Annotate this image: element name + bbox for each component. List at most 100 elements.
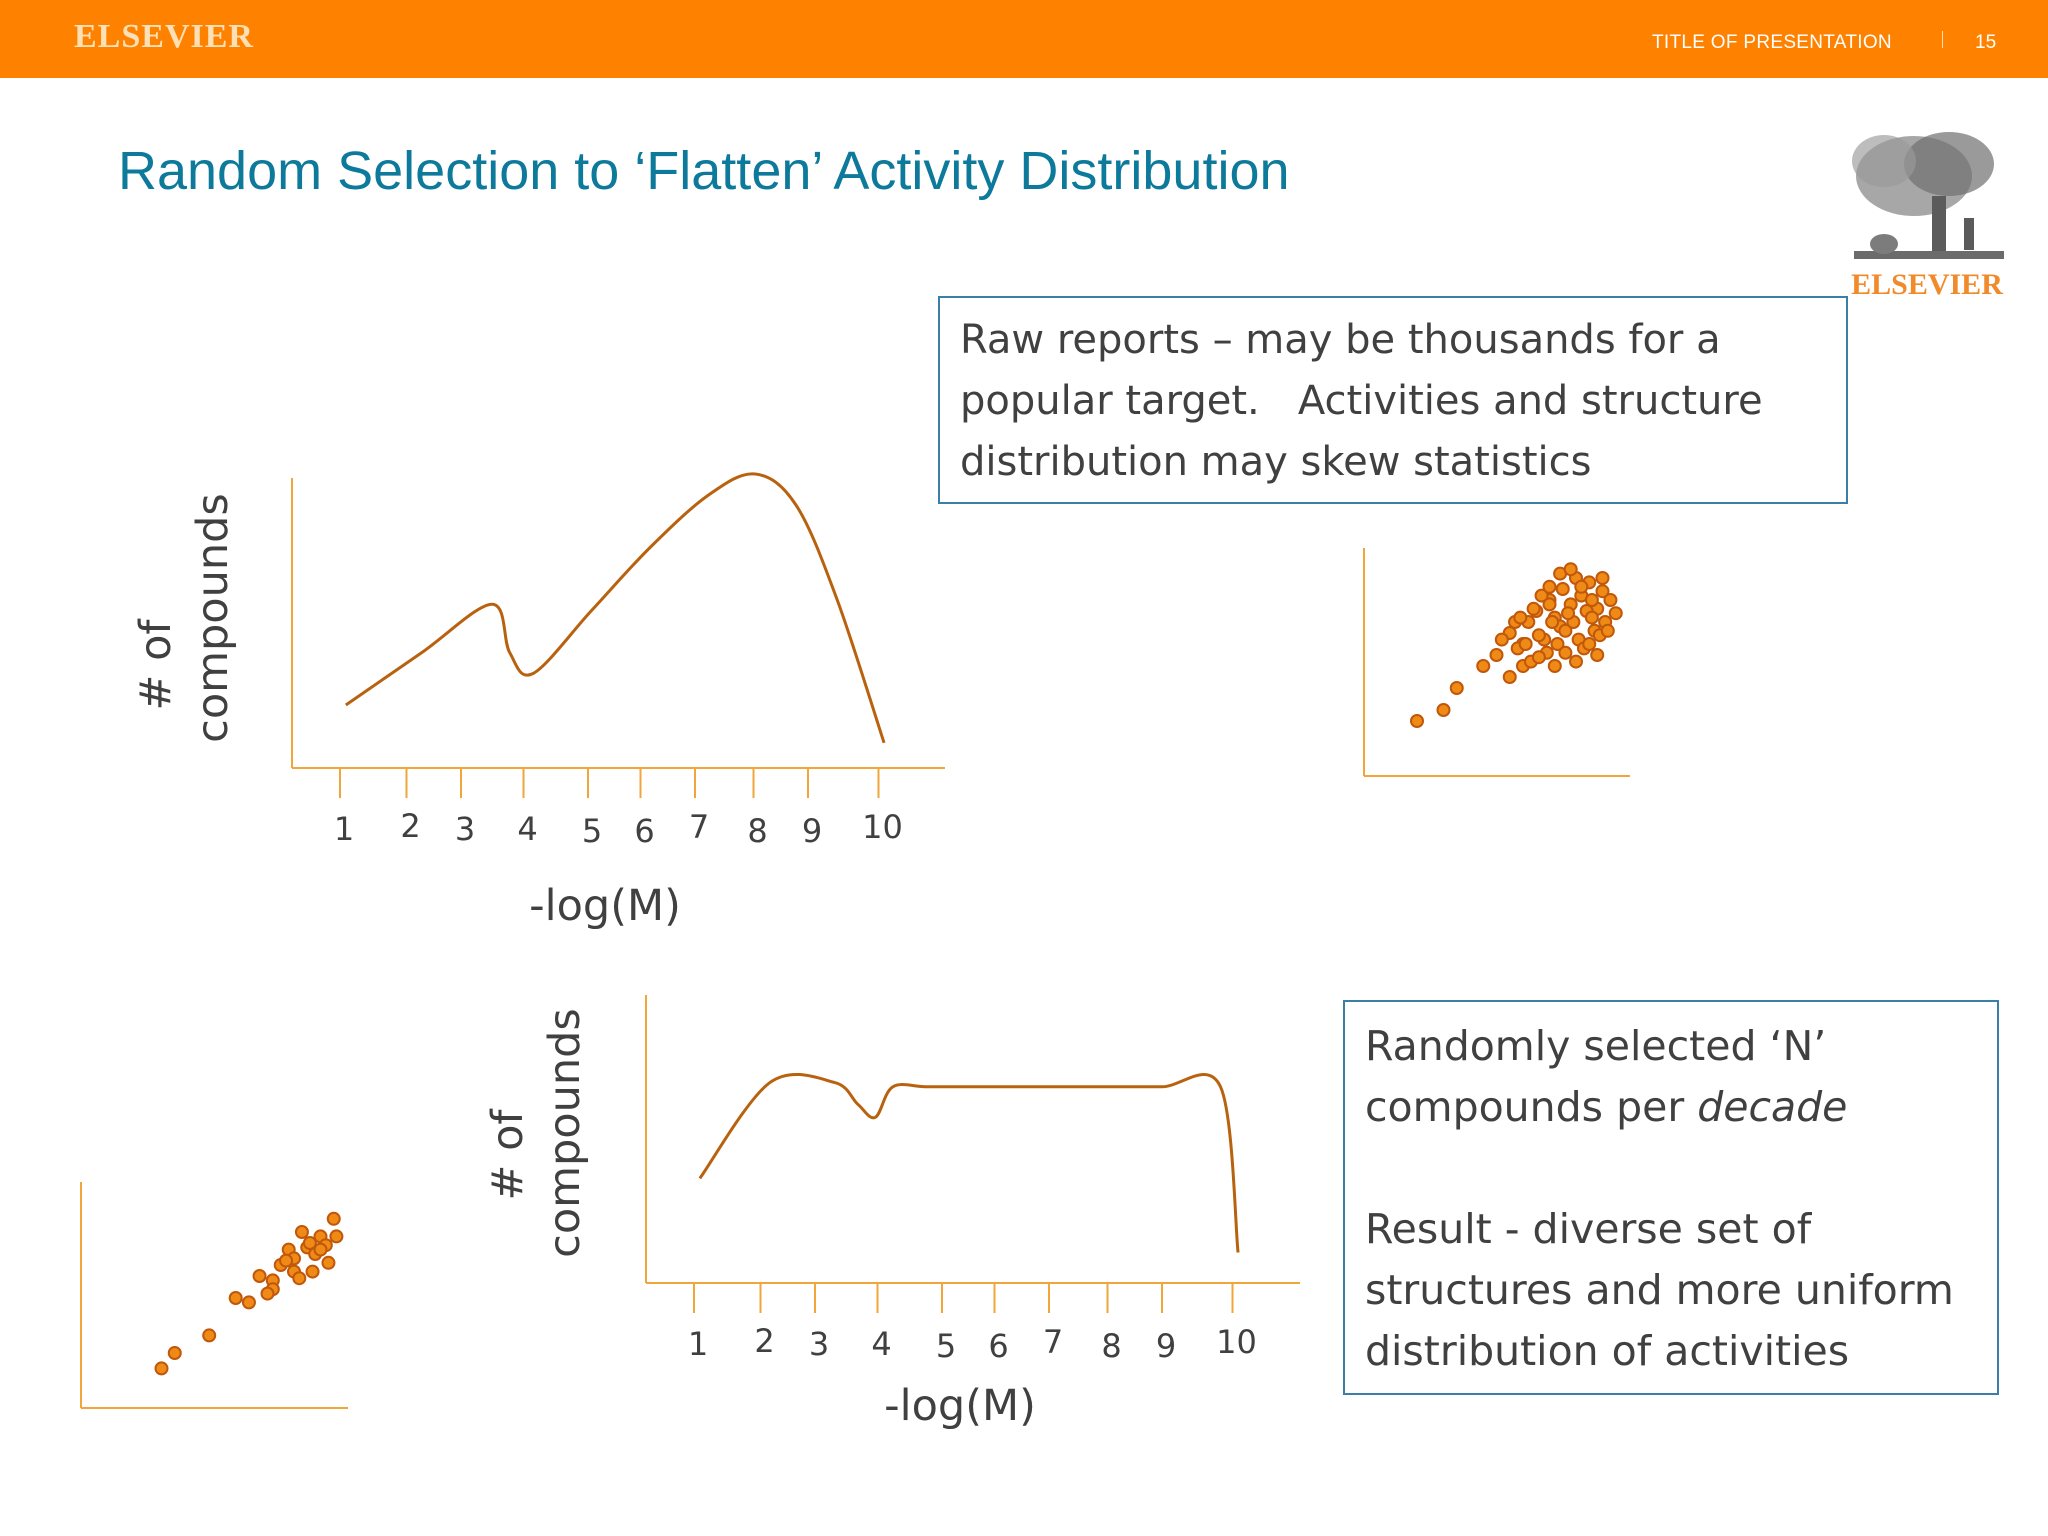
header-divider: [1942, 31, 1943, 48]
dense-scatter-plot: [1363, 548, 1630, 777]
callout-text: compounds per: [1365, 1083, 1698, 1131]
x-tick-label: 6: [988, 1327, 1008, 1365]
scatter-point: [252, 1269, 267, 1283]
scatter-point: [1531, 628, 1546, 643]
slide-title: Random Selection to ‘Flatten’ Activity D…: [118, 141, 1290, 201]
callout-line: Raw reports – may be thousands for a: [960, 317, 1721, 363]
flattened-distribution-chart: 1 2 3 4 5 6 7 8 9 10 # of compounds -log(M): [483, 995, 1300, 1431]
callout-line: popular target. Activities and structure: [960, 378, 1763, 424]
callout-line: Result - diverse set of: [1365, 1205, 1812, 1253]
x-tick-label: 7: [689, 808, 709, 846]
scatter-point: [1595, 584, 1610, 599]
scatter-point: [1476, 659, 1491, 673]
scatter-point: [1563, 562, 1578, 577]
y-axis-label-line2: compounds: [540, 1008, 590, 1258]
scatter-point: [279, 1253, 294, 1268]
elsevier-tree-logo: ELSEVIER: [1844, 126, 2010, 310]
scatter-point: [1518, 637, 1533, 651]
page-number: 15: [1975, 32, 1997, 53]
scatter-point: [321, 1255, 336, 1270]
scatter-point: [1558, 623, 1573, 638]
scatter-point: [1502, 670, 1517, 684]
presentation-title: TITLE OF PRESENTATION: [1652, 32, 1892, 53]
scatter-point: [1410, 714, 1424, 728]
scatter-point: [1555, 582, 1570, 596]
sparse-scatter-plot: [80, 1182, 348, 1409]
logo-wordmark: ELSEVIER: [1851, 268, 2003, 301]
x-tick-label: 3: [809, 1325, 829, 1363]
x-tick-label: 5: [582, 812, 602, 850]
scatter-point: [1436, 703, 1451, 717]
x-tick-label: 6: [634, 812, 654, 850]
series-line: [698, 1073, 1240, 1253]
callout-line: Randomly selected ‘N’: [1365, 1022, 1827, 1070]
scatter-point: [1561, 606, 1576, 621]
y-axis-label-line2: compounds: [188, 493, 238, 743]
x-tick-label: 1: [688, 1325, 708, 1363]
scatter-point: [1526, 601, 1541, 616]
x-tick-label: 5: [936, 1327, 956, 1365]
scatter-point: [302, 1236, 317, 1250]
y-axis-label-line1: # of: [483, 1109, 533, 1201]
x-tick-label: 2: [754, 1322, 774, 1360]
scatter-point: [154, 1361, 169, 1376]
x-tick-label: 7: [1043, 1323, 1063, 1361]
scatter-point: [1584, 593, 1599, 607]
random-selection-callout: Randomly selected ‘N’ compounds per deca…: [1343, 1000, 1999, 1395]
scatter-point: [1603, 593, 1618, 607]
x-tick-label: 4: [517, 810, 537, 848]
scatter-point: [241, 1295, 256, 1310]
scatter-point: [228, 1291, 243, 1305]
x-tick-label: 3: [455, 810, 475, 848]
x-axis-label: -log(M): [884, 1381, 1036, 1431]
scatter-point: [1595, 571, 1610, 585]
scatter-point: [202, 1328, 217, 1343]
series-line: [344, 472, 886, 744]
x-tick-label: 9: [802, 812, 822, 850]
x-tick-label: 9: [1156, 1327, 1176, 1365]
raw-reports-callout: Raw reports – may be thousands for a pop…: [938, 296, 1848, 504]
header-bar: ELSEVIER TITLE OF PRESENTATION 15: [0, 0, 2048, 78]
scatter-point: [1513, 610, 1528, 625]
scatter-point: [1582, 637, 1597, 651]
scatter-point: [1550, 637, 1565, 651]
x-tick-label: 4: [871, 1325, 891, 1363]
scatter-point: [1608, 606, 1623, 621]
callout-emphasis: decade: [1697, 1083, 1848, 1131]
scatter-point: [1531, 650, 1546, 665]
scatter-point: [1574, 579, 1589, 594]
scatter-point: [1542, 579, 1557, 594]
scatter-point: [292, 1271, 307, 1286]
callout-line: structures and more uniform: [1365, 1266, 1954, 1314]
scatter-point: [1494, 632, 1509, 647]
x-tick-label: 1: [334, 810, 354, 848]
scatter-point: [1558, 645, 1573, 660]
callout-line: distribution of activities: [1365, 1327, 1850, 1375]
scatter-point: [1542, 597, 1557, 612]
scatter-point: [326, 1211, 341, 1226]
scatter-point: [305, 1264, 320, 1279]
scatter-point: [167, 1346, 182, 1360]
scatter-point: [329, 1229, 344, 1244]
scatter-point: [1547, 659, 1562, 673]
scatter-point: [294, 1225, 309, 1239]
callout-line: distribution may skew statistics: [960, 439, 1592, 485]
x-tick-label: 10: [1216, 1323, 1257, 1361]
x-tick-label: 8: [747, 812, 767, 850]
scatter-point: [1569, 654, 1583, 669]
x-tick-label: 8: [1101, 1327, 1121, 1365]
scatter-point: [1489, 648, 1504, 662]
scatter-point: [1534, 588, 1549, 603]
tree-icon: [1852, 132, 2004, 259]
scatter-point: [1590, 648, 1605, 662]
raw-distribution-chart: 1 2 3 4 5 6 7 8 9 10 # of compounds -log(M): [131, 472, 945, 931]
scatter-point: [1600, 623, 1615, 638]
scatter-point: [1584, 610, 1599, 625]
y-axis-label-line1: # of: [131, 619, 181, 711]
scatter-point: [313, 1242, 328, 1257]
scatter-point: [260, 1286, 275, 1301]
x-tick-label: 10: [862, 808, 903, 846]
scatter-point: [1449, 681, 1464, 695]
scatter-point: [1545, 615, 1560, 629]
x-tick-label: 2: [400, 807, 420, 845]
